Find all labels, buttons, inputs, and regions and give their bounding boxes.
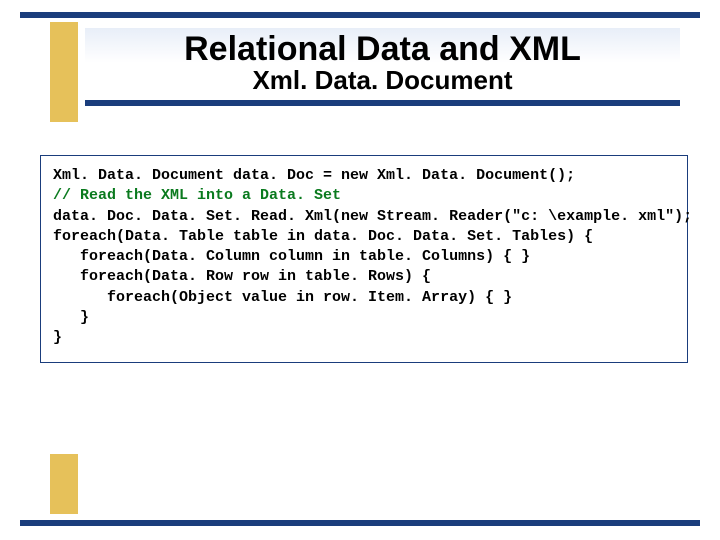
code-box: Xml. Data. Document data. Doc = new Xml.… (40, 155, 688, 363)
code-line: } (53, 308, 675, 328)
title-underline (85, 100, 680, 106)
slide-subtitle: Xml. Data. Document (85, 65, 680, 96)
gold-accent-top (50, 22, 78, 122)
code-comment: // Read the XML into a Data. Set (53, 186, 675, 206)
code-line: foreach(Object value in row. Item. Array… (53, 288, 675, 308)
code-line: data. Doc. Data. Set. Read. Xml(new Stre… (53, 207, 675, 227)
code-line: foreach(Data. Table table in data. Doc. … (53, 227, 675, 247)
code-line: foreach(Data. Column column in table. Co… (53, 247, 675, 267)
bottom-rule (20, 520, 700, 526)
title-block: Relational Data and XML Xml. Data. Docum… (85, 28, 680, 106)
slide-title: Relational Data and XML (85, 28, 680, 69)
code-line: Xml. Data. Document data. Doc = new Xml.… (53, 166, 675, 186)
top-rule (20, 12, 700, 18)
gold-accent-bottom (50, 454, 78, 514)
code-line: foreach(Data. Row row in table. Rows) { (53, 267, 675, 287)
code-line: } (53, 328, 675, 348)
